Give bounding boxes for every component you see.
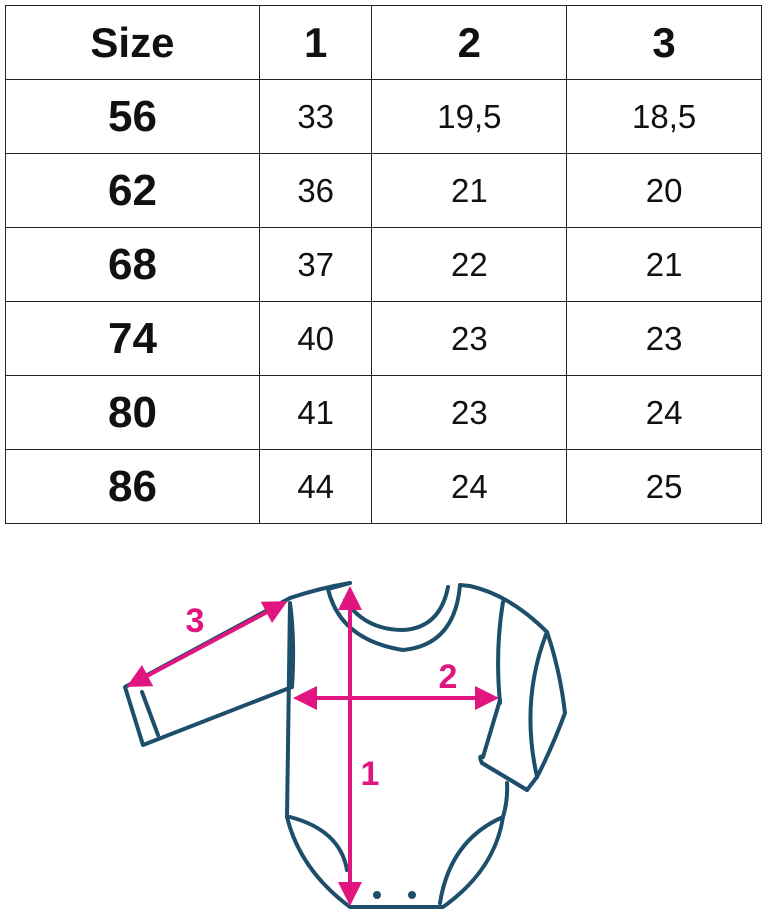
size-cell: 86 xyxy=(5,449,260,524)
header-size: Size xyxy=(5,5,260,80)
header-1: 1 xyxy=(258,5,373,80)
measure-cell-2: 23 xyxy=(371,301,568,376)
sleeve-arrow xyxy=(126,601,288,687)
size-cell: 62 xyxy=(5,153,260,228)
measure-cell-3: 23 xyxy=(566,301,762,376)
snap-button xyxy=(408,891,416,899)
measure-cell-1: 41 xyxy=(258,375,373,450)
size-table: Size 1 2 3 56 33 19,5 18,5 62 36 21 20 68 37 22 21 7… xyxy=(5,5,762,524)
snap-button xyxy=(373,891,381,899)
table-row: 56 33 19,5 18,5 xyxy=(5,79,762,154)
label-chest: 2 xyxy=(439,658,458,696)
table-row: 74 40 23 23 xyxy=(5,301,762,376)
measure-cell-1: 37 xyxy=(258,227,373,302)
measure-cell-3: 18,5 xyxy=(566,79,762,154)
label-length: 1 xyxy=(361,755,380,793)
measure-cell-1: 40 xyxy=(258,301,373,376)
measure-cell-2: 23 xyxy=(371,375,568,450)
measure-cell-1: 44 xyxy=(258,449,373,524)
table-row: 86 44 24 25 xyxy=(5,449,762,524)
measure-cell-3: 25 xyxy=(566,449,762,524)
table-row: 62 36 21 20 xyxy=(5,153,762,228)
measure-cell-2: 24 xyxy=(371,449,568,524)
measure-cell-2: 22 xyxy=(371,227,568,302)
header-row: Size 1 2 3 xyxy=(5,5,762,80)
measure-cell-1: 36 xyxy=(258,153,373,228)
size-cell: 68 xyxy=(5,227,260,302)
table-row: 68 37 22 21 xyxy=(5,227,762,302)
measure-cell-3: 21 xyxy=(566,227,762,302)
size-cell: 74 xyxy=(5,301,260,376)
measure-cell-3: 20 xyxy=(566,153,762,228)
measure-cell-3: 24 xyxy=(566,375,762,450)
label-sleeve: 3 xyxy=(186,602,205,640)
